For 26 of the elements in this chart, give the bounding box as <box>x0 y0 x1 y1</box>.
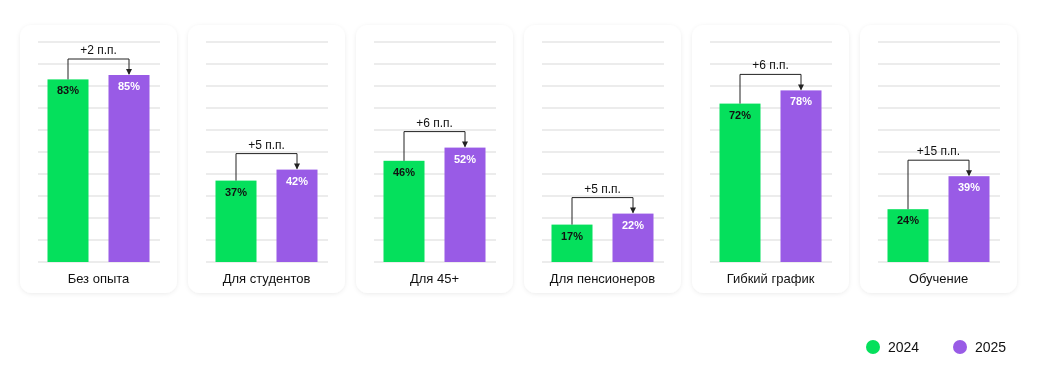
annotation: +5 п.п. <box>584 181 621 196</box>
annotation: +15 п.п. <box>916 144 961 159</box>
data-label: 52% <box>453 152 477 165</box>
annotation: +6 п.п. <box>416 115 453 130</box>
x-tick-label: Для пенсионеров <box>549 271 656 286</box>
data-label: 17% <box>560 229 584 242</box>
x-tick-label: Без опыта <box>67 271 131 286</box>
data-label: 72% <box>728 108 752 121</box>
text: +2 п.п. <box>80 43 117 57</box>
text: +6 п.п. <box>752 58 789 73</box>
x-tick-label: Обучение <box>908 271 969 286</box>
data-label: 37% <box>224 185 248 198</box>
data-label: 85% <box>117 80 141 92</box>
data-label: 46% <box>392 165 416 178</box>
data-label: 83% <box>56 84 80 97</box>
data-label: 42% <box>285 174 309 187</box>
legend-label: 2025 <box>975 339 1007 355</box>
annotation: +5 п.п. <box>248 137 285 152</box>
data-label: 39% <box>957 181 981 194</box>
data-label: 22% <box>621 218 645 231</box>
legend-label: 2024 <box>888 339 920 355</box>
data-label: 24% <box>896 214 920 227</box>
x-tick-label: Гибкий график <box>726 271 815 286</box>
data-label: 78% <box>789 95 813 108</box>
x-tick-label: Для студентов <box>222 271 311 286</box>
x-tick-label: Для 45+ <box>409 271 460 286</box>
